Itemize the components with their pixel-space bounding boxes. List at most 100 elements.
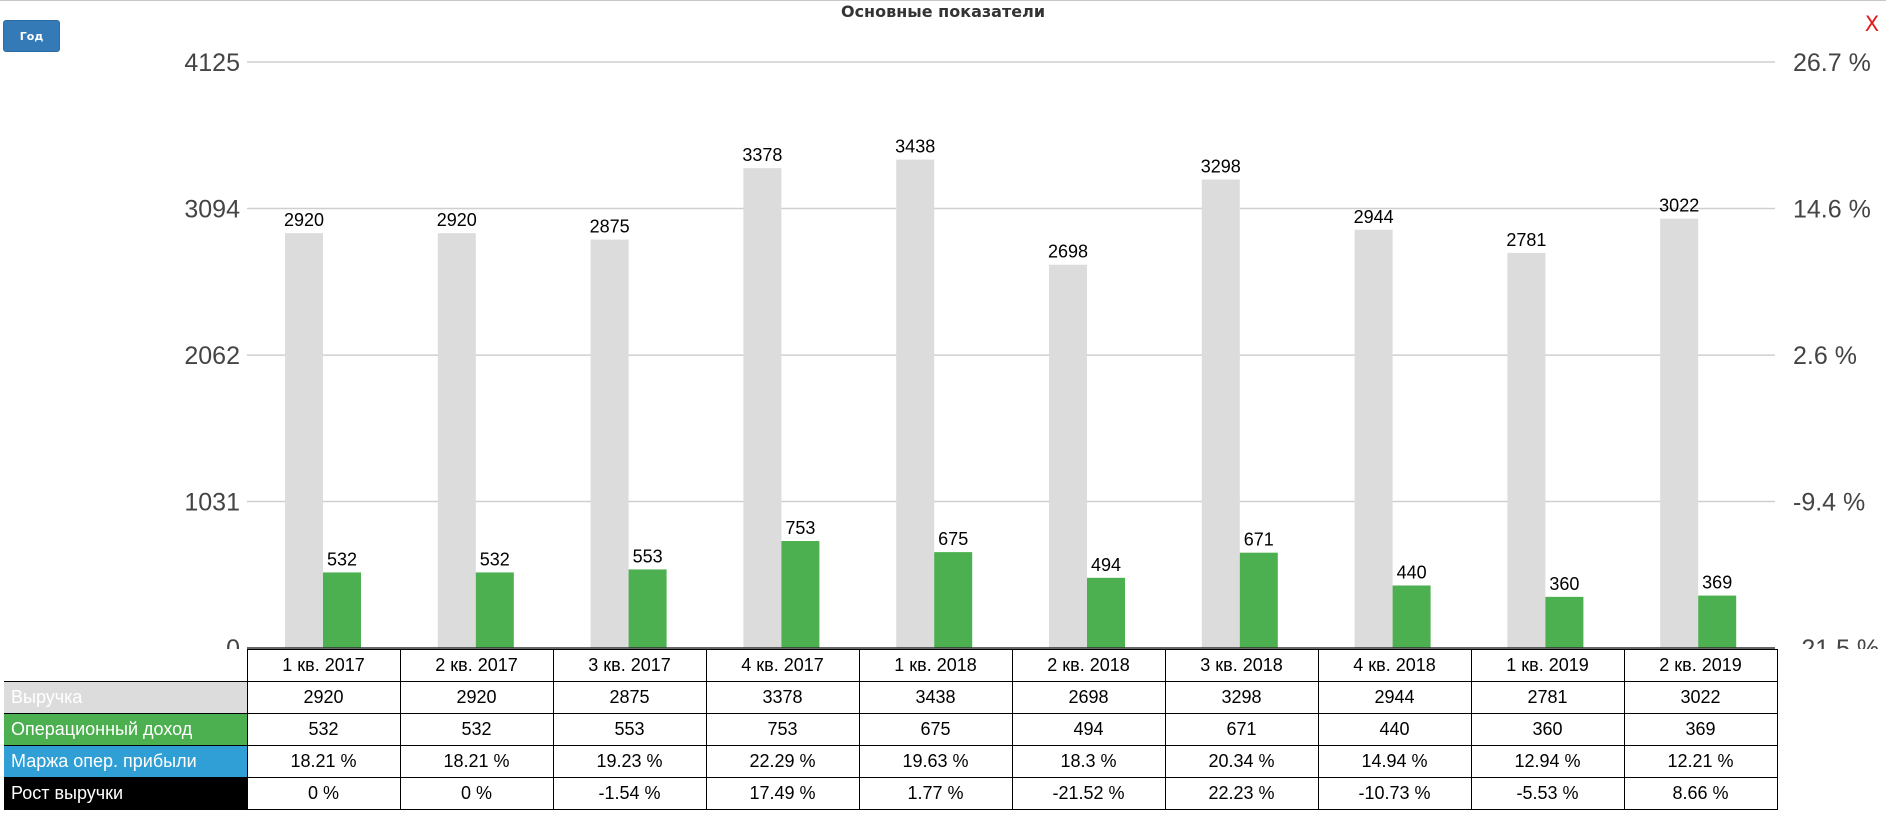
operating-income-data-label: 753 [785,518,815,538]
table-header-cell: 3 кв. 2017 [552,649,707,682]
operating-income-bar [1392,585,1431,648]
operating-income-data-label: 532 [480,549,510,569]
operating-income-bar [781,541,820,648]
revenue-data-label: 2920 [284,210,324,230]
revenue-data-label: 2698 [1048,242,1088,262]
left-axis-tick-label: 0 [226,635,240,649]
revenue-data-label: 3022 [1659,196,1699,216]
revenue-data-label: 3378 [742,145,782,165]
operating-income-bar [475,572,514,648]
table-cell: 753 [705,713,860,746]
revenue-data-label: 2944 [1354,207,1394,227]
operating-income-data-label: 369 [1702,573,1732,593]
operating-income-bar [1698,595,1737,648]
operating-income-data-label: 440 [1397,562,1427,582]
table-header-cell: 1 кв. 2017 [246,649,401,682]
revenue-data-label: 2781 [1506,230,1546,250]
operating-income-bar [1087,577,1125,648]
table-row-label: Выручка [4,681,248,714]
table-cell: 0 % [246,777,401,810]
table-header-cell: 1 кв. 2018 [858,649,1013,682]
operating-income-bar [1545,596,1584,648]
table-cell: 17.49 % [705,777,860,810]
table-cell: 3298 [1164,681,1319,714]
table-cell: 3378 [705,681,860,714]
operating-income-data-label: 671 [1244,530,1274,550]
revenue-bar [1507,252,1546,649]
table-cell: 671 [1164,713,1319,746]
table-header-cell: 4 кв. 2018 [1317,649,1472,682]
revenue-bar [896,159,935,648]
table-cell: 18.3 % [1011,745,1166,778]
table-cell: 532 [246,713,401,746]
table-cell: 3438 [858,681,1013,714]
table-header-cell: 2 кв. 2018 [1011,649,1166,682]
table-row: Маржа опер. прибыли 18.21 % 18.21 % 19.23 %… [4,745,1778,778]
left-axis-tick-label: 2062 [184,342,240,370]
revenue-bar [1354,229,1393,649]
chart-title: Основные показатели [840,2,1046,21]
table-cell: -1.54 % [552,777,707,810]
table-cell: -21.52 % [1011,777,1166,810]
data-table: 1 кв. 2017 2 кв. 2017 3 кв. 2017 4 кв. 2017… [4,649,1778,810]
table-cell: 8.66 % [1623,777,1778,810]
table-cell: 2781 [1470,681,1625,714]
table-cell: 3022 [1623,681,1778,714]
revenue-bar [1660,218,1699,648]
table-cell: 20.34 % [1164,745,1319,778]
table-corner [4,649,247,682]
table-header-cell: 3 кв. 2018 [1164,649,1319,682]
operating-income-data-label: 494 [1091,555,1121,575]
table-row: Выручка 2920 2920 2875 3378 3438 2698 3298 2944 2… [4,681,1778,714]
table-cell: 360 [1470,713,1625,746]
table-header-cell: 2 кв. 2019 [1623,649,1778,682]
table-cell: 2875 [552,681,707,714]
right-axis-tick-label: 2.6 % [1793,342,1857,370]
table-row-label: Маржа опер. прибыли [4,745,248,778]
revenue-bar [743,168,782,649]
table-cell: 2920 [246,681,401,714]
operating-income-data-label: 675 [938,529,968,549]
revenue-bar [1049,264,1087,648]
table-row: Рост выручки 0 % 0 % -1.54 % 17.49 % 1.77 % -2… [4,777,1778,810]
right-axis-tick-label: 14.6 % [1793,195,1871,223]
table-cell: 2920 [399,681,554,714]
revenue-data-label: 3298 [1201,156,1241,176]
table-cell: 14.94 % [1317,745,1472,778]
revenue-bar [590,239,629,649]
revenue-bar [1201,179,1240,648]
table-cell: -5.53 % [1470,777,1625,810]
table-cell: 369 [1623,713,1778,746]
table-cell: 22.23 % [1164,777,1319,810]
revenue-data-label: 3438 [895,137,935,157]
table-cell: -10.73 % [1317,777,1472,810]
operating-income-bar [1239,552,1278,648]
right-axis-tick-label: 26.7 % [1793,49,1871,77]
table-row-label: Операционный доход [4,713,248,746]
operating-income-bar [628,569,667,648]
table-cell: 19.23 % [552,745,707,778]
table-row: Операционный доход 532 532 553 753 675 494 671 4… [4,713,1778,746]
table-cell: 19.63 % [858,745,1013,778]
revenue-bar [285,233,323,648]
table-row-label: Рост выручки [4,777,248,810]
operating-income-bar [934,552,973,648]
right-axis-tick-label: -21.5 % [1793,635,1879,649]
top-border [0,0,1886,1]
table-cell: 18.21 % [399,745,554,778]
table-cell: 12.21 % [1623,745,1778,778]
table-cell: 553 [552,713,707,746]
table-cell: 532 [399,713,554,746]
revenue-data-label: 2875 [590,217,630,237]
table-cell: 18.21 % [246,745,401,778]
table-header-cell: 1 кв. 2019 [1470,649,1625,682]
table-header-cell: 4 кв. 2017 [705,649,860,682]
table-cell: 0 % [399,777,554,810]
chart-plot: 0 -21.5 % 1031 -9.4 % 2062 2.6 % 3094 14.6 % 412… [184,49,1879,649]
right-axis-tick-label: -9.4 % [1793,489,1865,517]
table-cell: 22.29 % [705,745,860,778]
table-header-cell: 2 кв. 2017 [399,649,554,682]
table-cell: 440 [1317,713,1472,746]
close-icon[interactable]: X [1864,12,1880,36]
year-period-button[interactable]: Год [3,20,60,52]
